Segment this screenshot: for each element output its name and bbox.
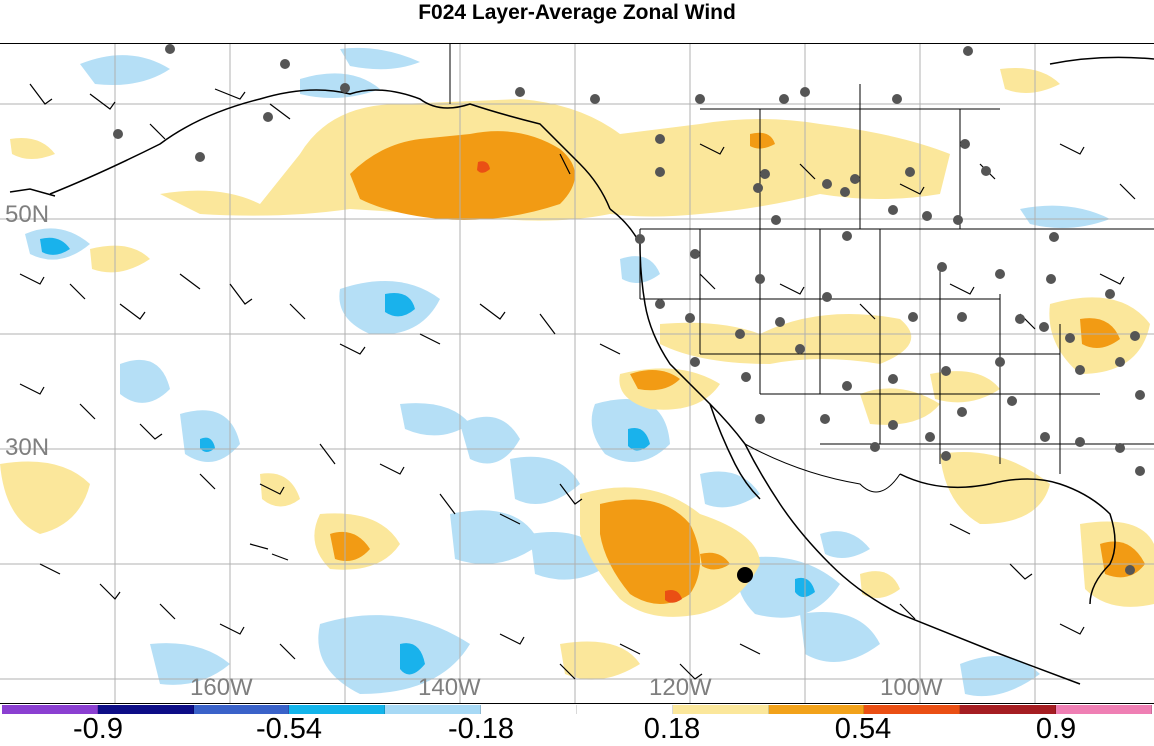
colorbar-segment-7 — [672, 705, 769, 714]
islands — [249, 153, 571, 561]
colorbar — [2, 705, 1152, 714]
colorbar-label-neg-0.9: -0.9 — [73, 713, 123, 745]
storm-center-marker — [737, 567, 753, 583]
map-panel: 50N 30N 160W 140W 120W 100W — [0, 43, 1154, 704]
wind-shading — [0, 47, 1154, 697]
colorbar-segment-10 — [960, 705, 1057, 714]
colorbar-label-0.54: 0.54 — [834, 713, 892, 745]
colorbar-segment-5 — [481, 705, 577, 714]
lat-label-50n: 50N — [5, 201, 50, 228]
colorbar-label-0.9: 0.9 — [1035, 713, 1077, 745]
colorbar-segment-0 — [2, 705, 98, 714]
colorbar-segment-11 — [1056, 705, 1152, 714]
colorbar-segment-8 — [768, 705, 865, 714]
political-borders — [449, 44, 1154, 493]
colorbar-label-neg-0.18: -0.18 — [447, 713, 515, 745]
colorbar-label-neg-0.54: -0.54 — [255, 713, 323, 745]
lat-label-30n: 30N — [5, 434, 50, 461]
colorbar-segment-6 — [576, 705, 673, 714]
lon-label-160w: 160W — [190, 674, 253, 701]
station-dots — [113, 44, 1145, 575]
coastlines-and-borders — [9, 56, 1154, 685]
colorbar-segment-9 — [864, 705, 961, 714]
wind-barbs — [19, 83, 1136, 680]
colorbar-segment-1 — [97, 705, 194, 714]
colorbar-label-0.18: 0.18 — [643, 713, 701, 745]
colorbar-segment-4 — [385, 705, 482, 714]
map-title: F024 Layer-Average Zonal Wind — [418, 1, 736, 24]
colorbar-segment-2 — [193, 705, 290, 714]
map-canvas — [0, 44, 1154, 703]
lon-label-120w: 120W — [649, 674, 712, 701]
colorbar-segment-3 — [289, 705, 386, 714]
lat-lon-grid — [0, 44, 1154, 703]
lon-label-100w: 100W — [880, 674, 943, 701]
lon-label-140w: 140W — [418, 674, 481, 701]
